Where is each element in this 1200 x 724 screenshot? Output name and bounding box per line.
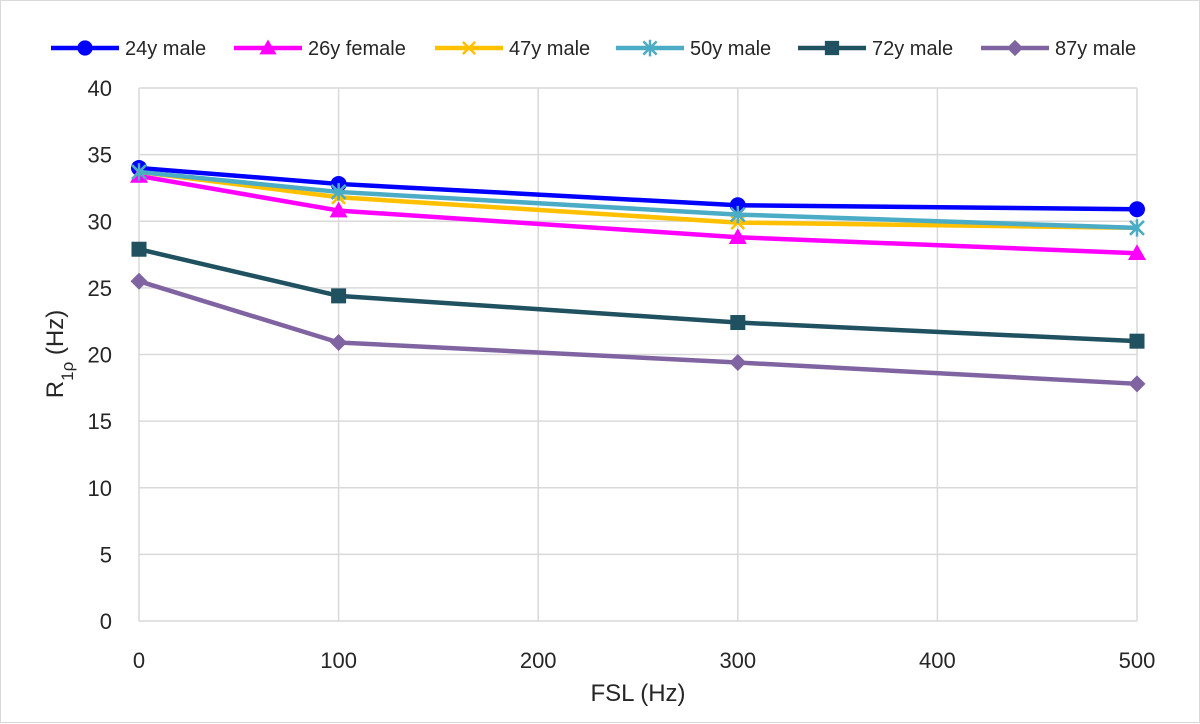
- legend: 24y male 26y female 47y male 50y male 72y ma…: [51, 38, 1136, 60]
- data-point-marker: [77, 40, 93, 56]
- series-line: [136, 246, 1140, 344]
- x-tick-label: 300: [719, 648, 756, 673]
- data-point-marker: [729, 205, 746, 224]
- data-point-marker: [730, 315, 746, 331]
- y-tick-label: 0: [100, 609, 112, 634]
- y-axis-ticks: 0 5 10 15 20 25 30 35 40: [88, 76, 112, 634]
- y-tick-label: 5: [100, 542, 112, 567]
- data-point-marker: [259, 39, 277, 55]
- series-50y-male: [131, 163, 1145, 237]
- data-point-marker: [1129, 219, 1145, 237]
- data-point-marker: [1128, 375, 1146, 393]
- x-tick-label: 500: [1119, 648, 1156, 673]
- legend-item-24y-male: 24y male: [51, 38, 206, 60]
- data-point-marker: [131, 163, 147, 181]
- y-axis-title-unit: (Hz): [42, 310, 69, 362]
- x-tick-label: 0: [133, 648, 145, 673]
- legend-item-26y-female: 26y female: [234, 38, 406, 60]
- y-tick-label: 10: [88, 476, 112, 501]
- series-87y-male: [130, 272, 1146, 393]
- legend-label: 47y male: [509, 38, 590, 60]
- legend-label: 87y male: [1055, 38, 1136, 60]
- data-point-marker: [824, 40, 840, 56]
- data-point-marker: [1129, 333, 1145, 349]
- data-point-marker: [642, 39, 658, 57]
- data-point-marker: [1129, 201, 1145, 218]
- legend-item-50y-male: 50y male: [616, 38, 771, 60]
- series-line: [136, 165, 1140, 212]
- data-point-marker: [729, 353, 747, 371]
- data-point-marker: [1128, 244, 1146, 260]
- x-axis-ticks: 0 100 200 300 400 500: [133, 648, 1155, 673]
- legend-label: 50y male: [690, 38, 771, 60]
- data-point-marker: [330, 183, 347, 201]
- series-group: [130, 159, 1146, 393]
- data-point-marker: [131, 241, 147, 257]
- legend-item-47y-male: 47y male: [435, 38, 590, 60]
- data-point-marker: [329, 201, 348, 218]
- y-axis-title-main: R: [42, 381, 69, 398]
- y-tick-label: 40: [88, 76, 112, 101]
- data-point-marker: [130, 272, 148, 290]
- legend-label: 24y male: [125, 38, 206, 60]
- y-tick-label: 20: [88, 343, 112, 368]
- x-tick-label: 200: [520, 648, 557, 673]
- x-tick-label: 400: [919, 648, 956, 673]
- y-tick-label: 15: [88, 409, 112, 434]
- y-tick-label: 35: [88, 143, 112, 168]
- series-72y-male: [131, 241, 1145, 349]
- gridlines: [138, 87, 1138, 622]
- series-line: [136, 169, 1140, 231]
- series-line: [136, 173, 1140, 256]
- legend-label: 72y male: [872, 38, 953, 60]
- x-tick-label: 100: [320, 648, 357, 673]
- series-line: [136, 169, 1140, 231]
- legend-item-72y-male: 72y male: [798, 38, 953, 60]
- legend-item-87y-male: 87y male: [981, 38, 1136, 60]
- y-axis-title-subscript: 1ρ: [58, 362, 77, 381]
- y-axis-title: R1ρ (Hz): [42, 310, 77, 398]
- y-tick-label: 25: [88, 276, 112, 301]
- series-26y-female: [130, 166, 1146, 260]
- x-axis-title: FSL (Hz): [590, 680, 685, 707]
- data-point-marker: [1006, 39, 1024, 57]
- data-point-marker: [461, 40, 477, 56]
- series-line: [136, 278, 1140, 387]
- legend-label: 26y female: [308, 38, 406, 60]
- data-point-marker: [330, 334, 348, 352]
- data-point-marker: [728, 228, 747, 244]
- data-point-marker: [331, 288, 347, 304]
- y-tick-label: 30: [88, 209, 112, 234]
